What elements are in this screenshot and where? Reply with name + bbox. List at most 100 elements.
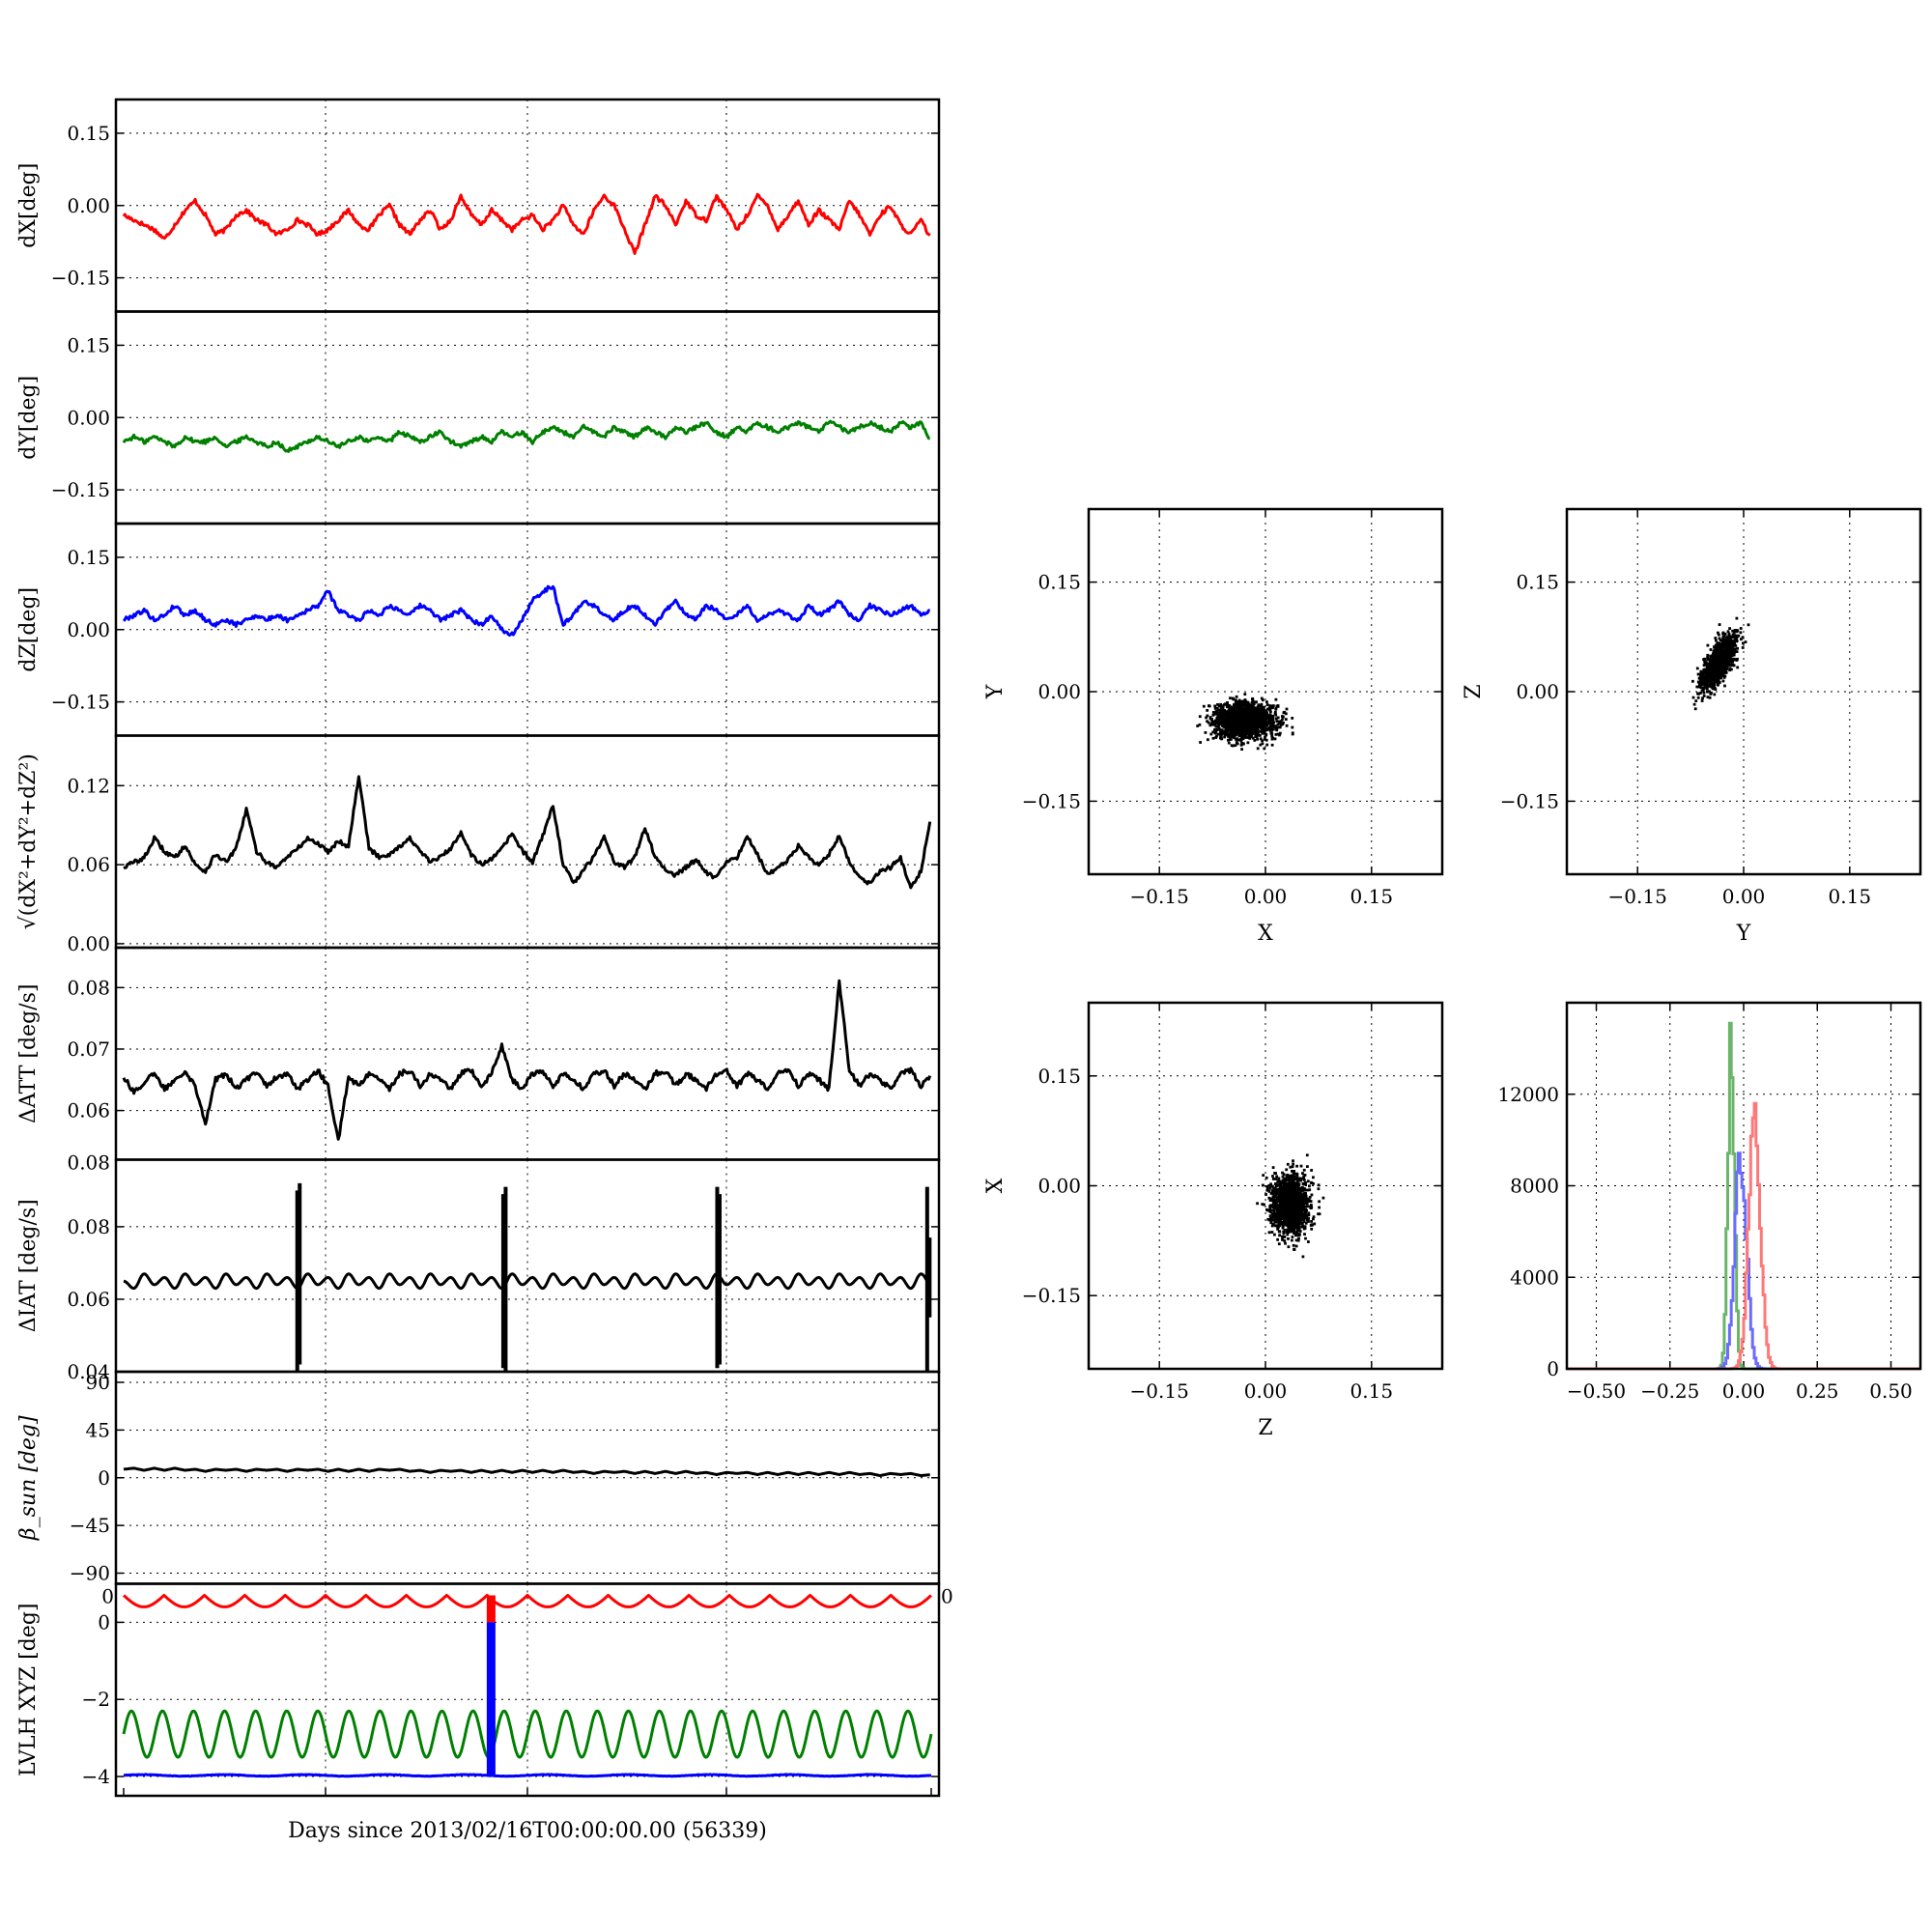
scatter-point: [1293, 1203, 1295, 1206]
scatter-point: [1239, 700, 1243, 703]
scatter-point: [1233, 730, 1236, 734]
scatter-point: [1287, 1230, 1290, 1233]
scatter-point: [1270, 737, 1274, 741]
scatter-point: [1229, 706, 1233, 710]
scatter-point: [1701, 676, 1705, 679]
scatter-point: [1244, 728, 1248, 732]
scatter-point: [1711, 681, 1714, 684]
scatter-point: [1729, 644, 1733, 648]
scatter-point: [1718, 651, 1721, 655]
scatter-point: [1246, 741, 1250, 745]
y-tick-label: 0.00: [67, 406, 110, 429]
scatter-point: [1259, 737, 1263, 741]
y-axis-label: Z: [1462, 684, 1486, 698]
scatter-point: [1726, 630, 1730, 634]
x-tick-label: −0.25: [1640, 1379, 1699, 1403]
scatter-point: [1733, 643, 1736, 647]
y-tick-label: 4000: [1510, 1265, 1559, 1289]
scatter-point: [1306, 1188, 1310, 1192]
scatter-point: [1282, 1206, 1286, 1209]
scatter-point: [1267, 1231, 1271, 1235]
scatter-point: [1733, 630, 1736, 634]
scatter-point: [1719, 643, 1722, 646]
scatter-point: [1233, 717, 1236, 721]
scatter-point: [1276, 723, 1280, 726]
scatter-point: [1255, 723, 1259, 726]
scatter-point: [1704, 673, 1708, 676]
scatter-point: [1719, 646, 1721, 650]
scatter-point: [1281, 1221, 1285, 1224]
scatter-point: [1276, 732, 1280, 736]
scatter-point: [1226, 720, 1229, 724]
scatter-point: [1254, 724, 1258, 728]
scatter-point: [1739, 631, 1743, 635]
plot-frame: [1565, 1001, 1922, 1371]
scatter-point: [1267, 1196, 1271, 1200]
scatter-point: [1720, 651, 1724, 654]
scatter-point: [1248, 711, 1251, 715]
timeseries-panel-dy: 0.15 0.00 −0.15 dY[deg]: [16, 310, 941, 526]
scatter-point: [1700, 689, 1704, 693]
scatter-point: [1264, 1176, 1268, 1179]
scatter-point: [1245, 705, 1249, 709]
y-axis-label: dY[deg]: [16, 376, 41, 460]
scatter-point: [1251, 699, 1255, 703]
scatter-point: [1260, 729, 1264, 733]
scatter-point: [1720, 668, 1724, 671]
panel-frame: [114, 1158, 941, 1374]
scatter-point: [1236, 722, 1239, 725]
scatter-point: [1731, 663, 1735, 667]
scatter-point: [1273, 737, 1277, 741]
scatter-point: [1705, 682, 1709, 686]
scatter-point: [1294, 1206, 1297, 1209]
scatter-point: [1702, 664, 1706, 667]
scatter-point: [1252, 709, 1255, 713]
scatter-point: [1198, 723, 1202, 726]
x-tick-label: 0.15: [1829, 885, 1872, 908]
x-tick-label: 0.15: [1350, 1379, 1394, 1403]
scatter-point: [1281, 1175, 1285, 1179]
scatter-point: [1741, 646, 1745, 649]
scatter-point: [1271, 1190, 1274, 1194]
scatter-point: [1224, 731, 1228, 734]
scatter-point: [1277, 1242, 1281, 1246]
scatter-point: [1697, 676, 1701, 680]
scatter-point: [1301, 1197, 1305, 1201]
scatter-point: [1247, 717, 1251, 721]
scatter-point: [1233, 711, 1236, 715]
scatter-point: [1707, 684, 1711, 688]
scatter-point: [1226, 722, 1229, 724]
scatter-point: [1697, 685, 1701, 689]
x-tick-label: 0.00: [1244, 885, 1288, 908]
scatter-point: [1305, 1208, 1308, 1212]
scatter-point: [1725, 645, 1729, 649]
scatter-point: [1730, 658, 1734, 661]
scatter-point: [1295, 1172, 1298, 1176]
scatter-point: [1227, 741, 1231, 745]
scatter-point: [1310, 1220, 1313, 1223]
scatter-point: [1218, 704, 1222, 708]
scatter-point: [1204, 731, 1208, 734]
scatter-point: [1711, 687, 1715, 691]
scatter-point: [1252, 705, 1255, 709]
scatter-point: [1284, 718, 1288, 721]
scatter-point: [1711, 666, 1715, 669]
scatter-point: [1292, 1213, 1295, 1217]
scatter-point: [1224, 724, 1228, 728]
scatter-point: [1297, 1234, 1301, 1236]
scatter-point: [1730, 668, 1733, 671]
scatter-point: [1219, 736, 1222, 740]
scatter-point: [1231, 722, 1235, 725]
scatter-point: [1699, 692, 1702, 695]
scatter-point: [1276, 704, 1280, 707]
scatter-point: [1286, 1162, 1290, 1166]
scatter-point: [1294, 1238, 1298, 1242]
scatter-point: [1233, 726, 1236, 729]
scatter-point: [1721, 672, 1725, 675]
scatter-point: [1256, 709, 1259, 712]
scatter-point: [1237, 734, 1241, 738]
scatter-point: [1283, 1179, 1287, 1182]
scatter-point: [1228, 724, 1232, 728]
scatter-point: [1714, 658, 1718, 662]
scatter-point: [1281, 1235, 1284, 1238]
